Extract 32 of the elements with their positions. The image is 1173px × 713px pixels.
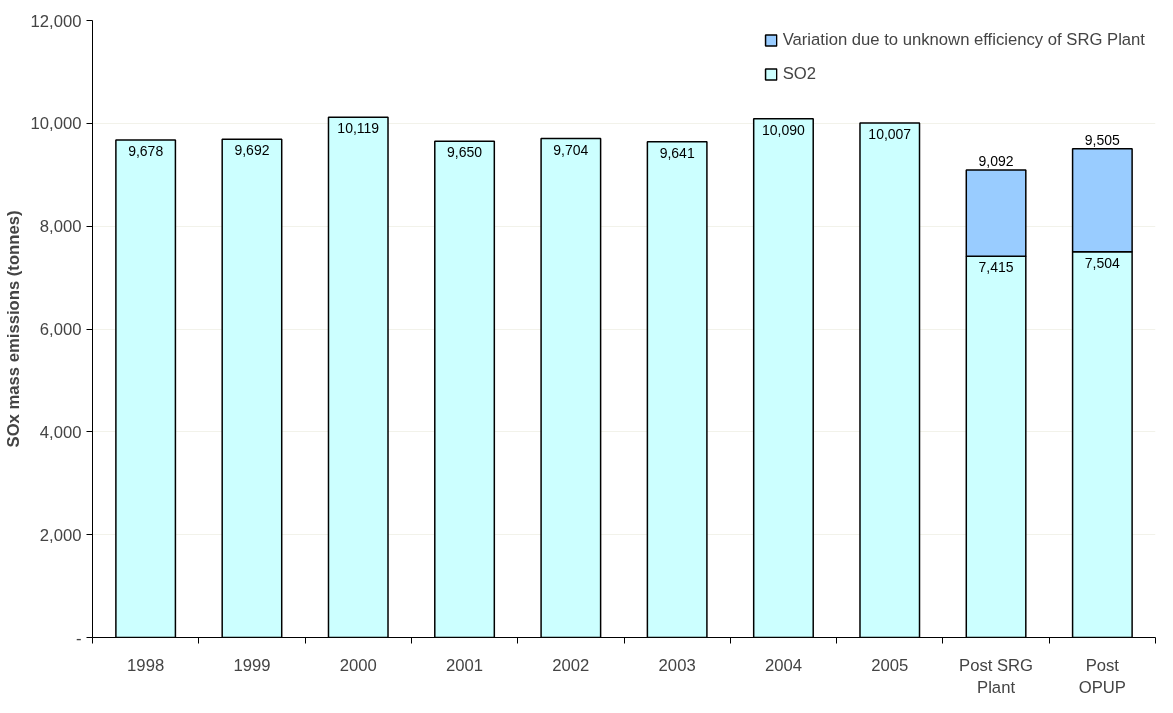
x-tick-label: 2005 bbox=[871, 655, 909, 675]
data-label: 9,678 bbox=[128, 142, 164, 159]
legend-label: SO2 bbox=[782, 64, 816, 84]
x-tick-label: 2000 bbox=[339, 655, 377, 675]
x-tick-label: 2001 bbox=[446, 655, 484, 675]
x-tick-label: Post OPUP bbox=[1078, 655, 1126, 698]
x-tick-label: Post SRG Plant bbox=[959, 655, 1034, 698]
data-label: 10,119 bbox=[337, 120, 380, 137]
x-tick-label: 2003 bbox=[658, 655, 696, 675]
total-label: 9,092 bbox=[978, 153, 1014, 170]
y-tick-label: 4,000 bbox=[39, 422, 82, 442]
y-tick-label: - bbox=[75, 628, 82, 648]
y-tick-label: 10,000 bbox=[30, 114, 82, 134]
data-label: 10,007 bbox=[868, 125, 912, 142]
data-label: 9,692 bbox=[234, 142, 270, 159]
legend-label: Variation due to unknown efficiency of SRG Plant bbox=[782, 30, 1145, 50]
y-tick-label: 8,000 bbox=[39, 217, 82, 237]
data-label: 10,090 bbox=[762, 121, 806, 138]
x-tick-label: 1999 bbox=[233, 655, 271, 675]
data-label: 9,650 bbox=[447, 144, 483, 161]
data-label: 9,641 bbox=[659, 144, 695, 161]
total-label: 9,505 bbox=[1084, 131, 1121, 148]
y-tick-label: 12,000 bbox=[30, 11, 82, 31]
data-label: 7,415 bbox=[978, 259, 1014, 276]
x-tick-label: 1998 bbox=[127, 655, 165, 675]
data-label: 9,704 bbox=[553, 141, 589, 158]
x-tick-label: 2002 bbox=[552, 655, 590, 675]
y-tick-label: 2,000 bbox=[39, 525, 82, 545]
y-tick-label: 6,000 bbox=[39, 320, 82, 339]
y-axis-title: SOx mass emissions (tonnes) bbox=[3, 210, 23, 448]
x-tick-label: 2004 bbox=[764, 655, 802, 675]
data-label: 7,504 bbox=[1084, 254, 1121, 271]
